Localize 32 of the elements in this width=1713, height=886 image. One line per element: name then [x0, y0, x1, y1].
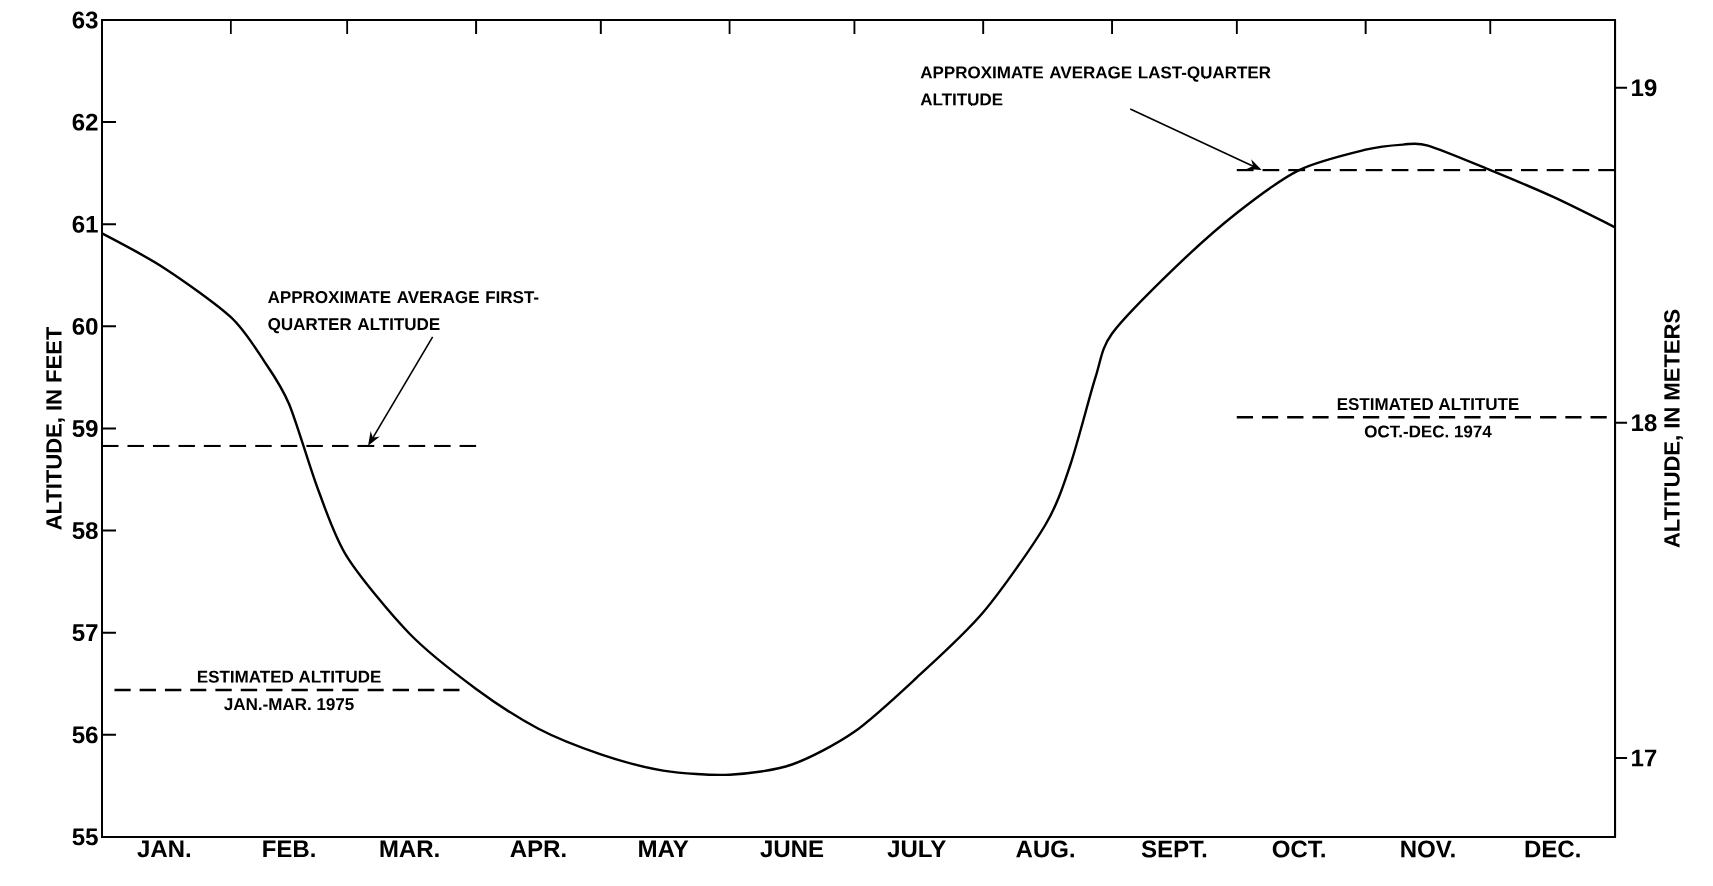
x-tick-label: OCT.	[1272, 840, 1325, 858]
x-tick-label: SEPT.	[1141, 840, 1207, 858]
y-tick-label: 59	[72, 420, 98, 437]
x-tick-label: JULY	[887, 840, 946, 858]
y2-tick-label: 17	[1632, 749, 1657, 767]
x-tick-label: JUNE	[760, 840, 824, 858]
x-tick-label: DEC.	[1525, 840, 1580, 858]
y-tick-label: 61	[72, 215, 98, 233]
y2-axis-title: ALTITUDE, IN METERS	[1664, 309, 1683, 548]
y-tick-label: 58	[72, 522, 98, 540]
y-tick-label: 62	[72, 113, 98, 131]
y-tick-label: 57	[72, 624, 98, 642]
y-tick-label: 60	[72, 317, 98, 335]
y-tick-label: 56	[72, 726, 98, 744]
y2-tick-label: 18	[1632, 414, 1657, 432]
x-tick-label: NOV.	[1401, 840, 1455, 858]
annotation: ESTIMATED ALTITUTE	[1337, 398, 1519, 411]
y-axis-title: ALTITUDE, IN FEET	[46, 326, 65, 530]
y-tick-label: 63	[72, 11, 98, 29]
annotation: OCT.-DEC. 1974	[1364, 425, 1492, 438]
x-tick-label: MAY	[639, 840, 689, 858]
x-tick-label: MAR.	[380, 840, 439, 858]
annotation: APPROXIMATE AVERAGE LAST-QUARTER ALTITUDE	[920, 66, 1271, 106]
y2-tick-label: 19	[1632, 79, 1657, 97]
x-tick-label: FEB.	[263, 840, 315, 858]
x-tick-label: APR.	[510, 840, 566, 858]
y-tick-label: 55	[72, 828, 98, 846]
annotation: ESTIMATED ALTITUDE	[197, 670, 381, 683]
x-tick-label: JAN.	[137, 840, 191, 858]
annotation: JAN.-MAR. 1975	[224, 698, 354, 711]
x-tick-label: AUG.	[1016, 840, 1074, 858]
annotation: APPROXIMATE AVERAGE FIRST-QUARTER ALTITUDE	[268, 291, 539, 334]
